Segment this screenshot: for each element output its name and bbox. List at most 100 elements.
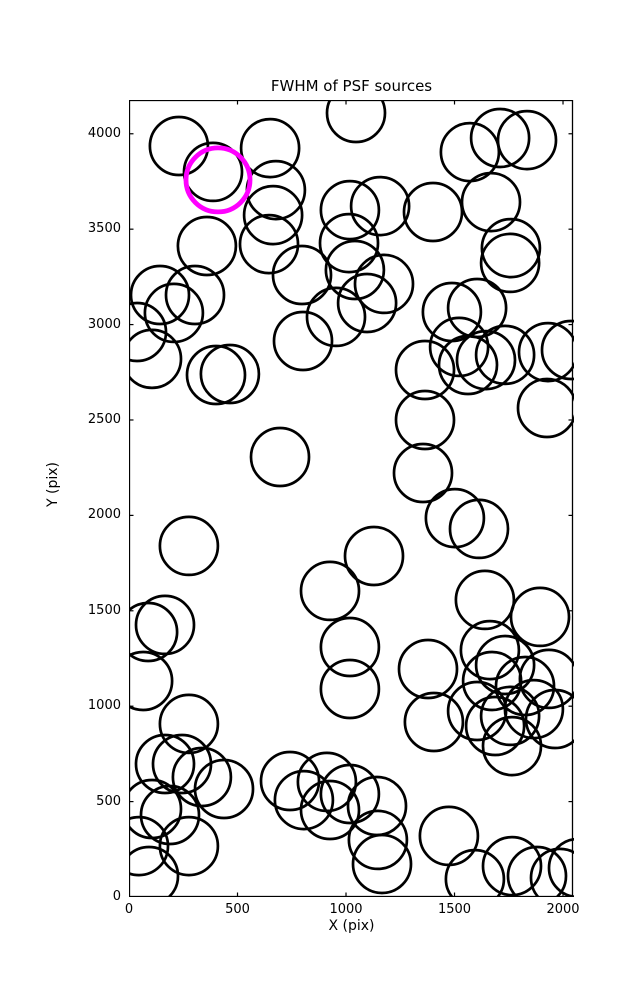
psf-source-marker [349,175,411,237]
psf-source-marker [506,845,568,897]
psf-source-marker [318,212,380,274]
psf-source-marker [437,334,499,396]
psf-source-marker [164,264,226,326]
psf-source-marker [129,601,179,663]
psf-source-marker [479,685,541,747]
psf-source-marker [336,272,398,334]
psf-source-marker [129,845,180,897]
psf-source-marker [480,217,542,279]
psf-source-marker [249,426,311,488]
psf-source-marker [474,634,536,696]
psf-source-marker [481,835,543,897]
psf-source-marker [509,586,571,648]
psf-source-marker [529,847,574,897]
y-tick-label: 3500 [87,221,121,237]
psf-source-marker [272,310,334,372]
y-tick-label: 3000 [87,316,121,332]
psf-source-marker [139,784,201,846]
psf-source-marker [403,691,465,753]
psf-source-marker [185,344,247,406]
psf-source-marker [460,171,522,233]
psf-source-marker [392,442,454,504]
psf-source-marker [481,715,543,777]
psf-source-marker [158,693,220,755]
y-tick-label: 500 [96,793,121,809]
psf-source-marker [129,328,183,390]
psf-source-marker [151,733,213,795]
plot-area [129,100,574,897]
psf-source-marker [524,688,574,750]
x-tick-label: 0 [124,902,134,917]
psf-source-marker [547,837,574,897]
psf-source-marker [518,648,574,710]
psf-source-marker [176,215,238,277]
plot-title: FWHM of PSF sources [270,77,433,95]
x-tick-label: 500 [225,902,250,917]
psf-source-marker [193,758,255,820]
psf-source-marker [347,809,409,871]
psf-source-marker [474,324,536,386]
psf-source-marker [454,569,516,631]
psf-source-marker [129,650,174,712]
psf-source-marker [182,141,244,203]
y-tick-label: 1500 [87,602,121,618]
psf-source-marker [171,746,233,808]
y-tick-label: 1000 [87,698,121,714]
psf-source-marker [397,638,459,700]
psf-source-marker [394,389,456,451]
psf-source-marker [516,377,574,439]
psf-source-marker [242,184,304,246]
x-axis-label: X (pix) [328,918,375,934]
psf-source-marker [129,815,170,877]
x-tick-label: 2000 [546,902,580,917]
highlighted-source-marker [183,145,253,215]
psf-source-marker [305,286,367,348]
psf-source-marker [353,253,415,315]
psf-source-marker [424,487,486,549]
psf-source-marker [245,159,307,221]
psf-source-marker [464,695,526,757]
psf-source-marker [271,244,333,306]
psf-source-marker [324,239,386,301]
psf-source-marker [129,264,191,326]
y-tick-label: 2000 [87,507,121,523]
psf-source-marker [273,769,335,831]
y-tick-label: 2500 [87,411,121,427]
psf-source-marker [239,117,301,179]
psf-source-marker [444,848,506,897]
y-tick-label: 4000 [87,125,121,141]
psf-source-marker [479,232,541,294]
psf-source-marker [325,100,387,144]
psf-source-marker [496,109,558,171]
psf-source-marker [343,525,405,587]
psf-source-marker [238,213,300,275]
psf-source-marker [299,560,361,622]
psf-source-marker [394,339,456,401]
psf-source-marker [158,515,220,577]
psf-source-marker [402,181,464,243]
psf-source-marker [134,594,196,656]
psf-source-marker [517,321,574,383]
psf-source-marker [134,733,196,795]
psf-source-marker [418,805,480,867]
psf-source-marker [428,316,490,378]
y-tick-label: 0 [112,889,121,904]
psf-source-marker [199,343,261,405]
psf-source-marker [319,179,381,241]
psf-source-marker [319,616,381,678]
psf-source-marker [319,658,381,720]
y-axis-label: Y (pix) [45,462,61,507]
psf-source-marker [299,779,361,841]
psf-source-marker [148,115,210,177]
psf-source-marker [351,833,413,895]
psf-source-marker [296,751,358,813]
psf-source-marker [158,815,220,877]
psf-source-marker [259,750,321,812]
psf-source-marker [459,619,521,681]
x-tick-label: 1500 [437,902,472,917]
axes-spines [129,100,574,897]
x-tick-label: 1000 [329,902,363,917]
psf-source-marker [469,107,531,169]
psf-source-marker [448,498,510,560]
